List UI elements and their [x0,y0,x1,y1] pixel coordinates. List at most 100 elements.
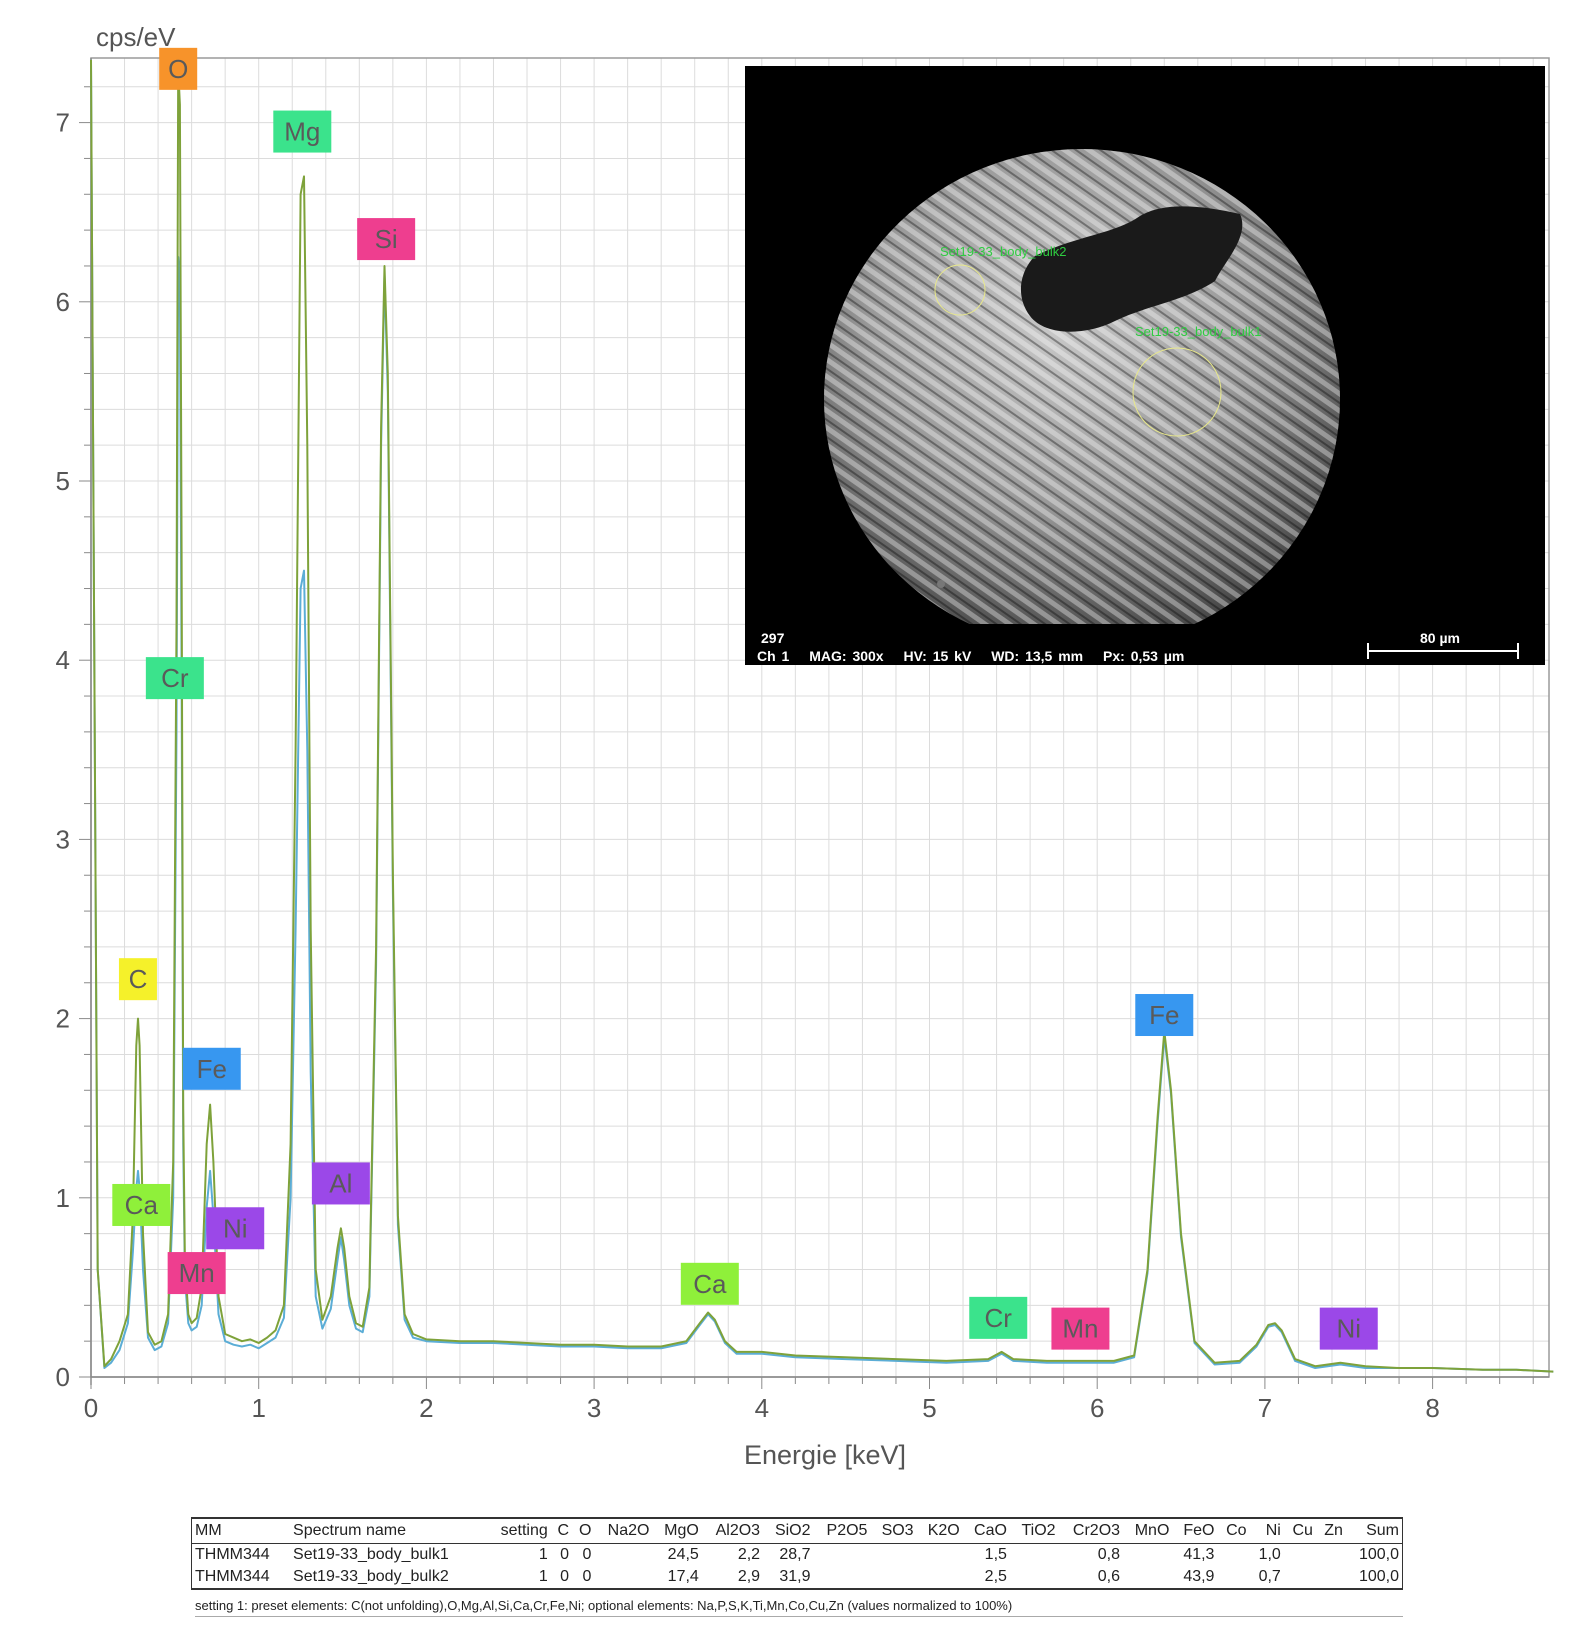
roi-label-1: Set19-33_body_bulk1 [1135,324,1262,339]
table-cell [1284,1544,1316,1567]
column-header: CaO [962,1518,1010,1544]
x-tick-label: 3 [587,1393,601,1423]
table-cell: 1 [538,1546,548,1563]
peak-label-si: Si [357,218,416,261]
peak-label-ni: Ni [1319,1307,1378,1350]
peak-label-box [357,218,416,261]
table-cell: Set19-33_body_bulk1 [293,1546,449,1563]
table-cell: 28,7 [779,1546,811,1563]
column-header: P2O5 [813,1518,871,1544]
composition-table: MM Spectrum name setting C O Na2O MgO Al2O3 SiO2… [191,1517,1403,1590]
peak-label-ni: Ni [206,1207,265,1250]
column-header: Sum [1345,1518,1403,1544]
table-cell [917,1544,963,1567]
table-cell [1010,1566,1059,1589]
table-cell: 0,6 [1097,1568,1121,1585]
table-cell [594,1544,652,1567]
table-cell: 41,3 [1183,1546,1215,1563]
sem-micrograph-inset: Set19-33_body_bulk2 Set19-33_body_bulk1 … [745,66,1545,665]
x-axis-label: Energie [keV] [744,1440,906,1470]
peak-label-text: Ca [125,1190,159,1220]
scale-bar-label: 80 µm [1420,630,1460,646]
peak-label-box [1051,1307,1110,1350]
table-cell: 2,5 [984,1568,1007,1585]
table-cell [1010,1544,1059,1567]
sem-voltage: HV: 15 kV [903,648,972,664]
table-cell [594,1566,652,1589]
table-cell: 31,9 [779,1568,811,1585]
x-tick-label: 1 [251,1393,265,1423]
table-cell [917,1566,963,1589]
column-header: Co [1217,1518,1250,1544]
table-cell: THMM344 [191,1543,291,1566]
y-tick-label: 6 [56,287,70,317]
scale-bar [1367,643,1519,659]
x-tick-label: 4 [755,1393,769,1423]
column-header: Al2O3 [701,1518,764,1544]
table-cell: 24,5 [667,1546,699,1563]
table-cell: 0 [582,1568,592,1585]
peak-label-ca: Ca [680,1262,739,1305]
table-cell [870,1566,916,1589]
y-tick-label: 3 [56,824,70,854]
x-tick-label: 5 [922,1393,936,1423]
table-cell [1316,1544,1346,1567]
column-header: Cr2O3 [1058,1518,1124,1544]
roi-label-2: Set19-33_body_bulk2 [940,244,1067,259]
table-footnote: setting 1: preset elements: C(not unfold… [195,1598,1403,1617]
peak-label-mn: Mn [167,1252,226,1295]
table-cell: Set19-33_body_bulk2 [293,1568,449,1585]
y-tick-label: 0 [56,1362,70,1392]
element-peak-labels: O Mg Si Cr C Fe Ca Ni Mn Al Ca Cr Mn Fe Ni [112,47,1378,1350]
table-cell: 43,9 [1183,1568,1215,1585]
column-header: SO3 [870,1518,917,1544]
x-tick-label: 0 [84,1393,98,1423]
table-cell: 0 [560,1546,570,1563]
peak-label-text: Fe [1149,1000,1179,1030]
peak-label-box [311,1162,370,1205]
table-cell [1316,1566,1346,1589]
table-cell: 2,2 [737,1546,761,1563]
axis-ticks: 0 1 2 3 4 5 6 7 0 1 2 3 4 5 6 7 8 [56,58,1549,1423]
table-cell [1284,1566,1316,1589]
table-cell: 0,8 [1097,1546,1121,1563]
peak-label-text: Fe [197,1054,227,1084]
table-cell: 0 [582,1546,592,1563]
peak-label-text: Al [329,1168,352,1198]
sem-image [824,149,1340,649]
peak-label-c: C [118,958,157,1001]
sem-info-bar: 297 Ch 1 MAG: 300x HV: 15 kV WD: 13,5 mm… [745,624,1545,665]
peak-label-box [167,1252,226,1295]
peak-label-box [1319,1307,1378,1350]
sem-channel: Ch 1 [757,648,790,664]
sem-magnification: MAG: 300x [809,648,884,664]
column-header: Na2O [594,1518,653,1544]
column-header: Cu [1283,1518,1316,1544]
peak-label-fe: Fe [1135,994,1194,1037]
peak-label-box [145,657,204,700]
table-cell: 1 [538,1568,548,1585]
y-tick-label: 5 [56,466,70,496]
table-cell: 100,0 [1345,1566,1403,1589]
table-cell [1217,1544,1249,1567]
table-cell: 1,5 [984,1546,1007,1563]
peak-label-box [969,1296,1028,1339]
column-header: MM [191,1518,291,1544]
roi-circle-1 [1132,347,1222,437]
column-header: Ni [1249,1518,1284,1544]
y-tick-label: 7 [56,108,70,138]
column-header: O [572,1518,595,1544]
peak-label-text: Si [375,224,398,254]
table-cell: 0,7 [1258,1568,1281,1585]
table-cell [870,1544,916,1567]
sem-frame-id: 297 [761,630,785,646]
table-body: THMM344 Set19-33_body_bulk1 1 0 0 24,5 2,2 28,7… [191,1543,1403,1589]
y-tick-label: 4 [56,645,70,675]
table-cell [1123,1544,1172,1567]
table-cell: 100,0 [1345,1543,1403,1566]
table-header-row: MM Spectrum name setting C O Na2O MgO Al2O3 SiO2… [191,1518,1403,1544]
table-cell [1217,1566,1249,1589]
peak-label-o: O [159,47,198,90]
peak-label-box [206,1207,265,1250]
table-cell: 2,9 [737,1568,761,1585]
